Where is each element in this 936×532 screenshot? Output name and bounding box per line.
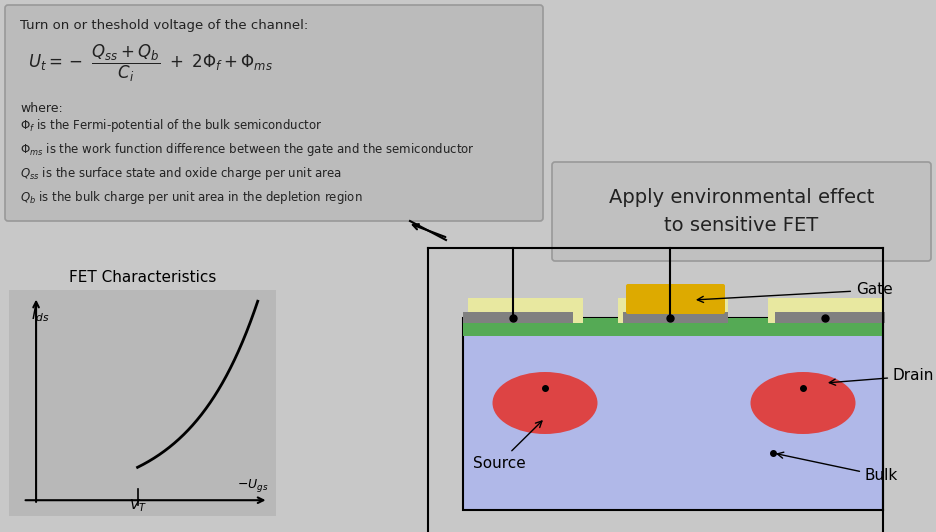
Text: Drain: Drain: [828, 369, 933, 385]
FancyBboxPatch shape: [5, 5, 543, 221]
Text: where:: where:: [20, 102, 63, 114]
Text: $\Phi_f$ is the Fermi-potential of the bulk semiconductor: $\Phi_f$ is the Fermi-potential of the b…: [20, 118, 322, 135]
FancyBboxPatch shape: [768, 298, 882, 323]
FancyBboxPatch shape: [774, 312, 885, 323]
FancyBboxPatch shape: [625, 284, 724, 314]
Title: FET Characteristics: FET Characteristics: [69, 270, 216, 285]
Text: $\Phi_{ms}$ is the work function difference between the gate and the semiconduct: $\Phi_{ms}$ is the work function differe…: [20, 142, 475, 159]
Text: $U_t = -\ \dfrac{Q_{ss}+Q_b}{C_i}\ +\ 2\Phi_f + \Phi_{ms}$: $U_t = -\ \dfrac{Q_{ss}+Q_b}{C_i}\ +\ 2\…: [28, 43, 272, 84]
FancyBboxPatch shape: [462, 312, 573, 323]
FancyBboxPatch shape: [618, 298, 727, 323]
Text: $I_{ds}$: $I_{ds}$: [31, 306, 50, 325]
Ellipse shape: [492, 372, 597, 434]
Ellipse shape: [750, 372, 855, 434]
Text: Turn on or theshold voltage of the channel:: Turn on or theshold voltage of the chann…: [20, 20, 308, 32]
FancyBboxPatch shape: [551, 162, 930, 261]
Text: Apply environmental effect
to sensitive FET: Apply environmental effect to sensitive …: [608, 188, 873, 235]
FancyBboxPatch shape: [467, 298, 582, 323]
Text: Bulk: Bulk: [776, 452, 898, 484]
FancyBboxPatch shape: [622, 312, 727, 323]
Text: $Q_b$ is the bulk charge per unit area in the depletion region: $Q_b$ is the bulk charge per unit area i…: [20, 189, 362, 206]
Text: $Q_{ss}$ is the surface state and oxide charge per unit area: $Q_{ss}$ is the surface state and oxide …: [20, 165, 342, 182]
FancyBboxPatch shape: [462, 318, 882, 510]
Text: Source: Source: [473, 421, 541, 470]
FancyBboxPatch shape: [462, 318, 882, 336]
Text: $V_T$: $V_T$: [128, 497, 146, 514]
Text: $-U_{gs}$: $-U_{gs}$: [237, 477, 268, 494]
Text: Gate: Gate: [696, 282, 892, 303]
